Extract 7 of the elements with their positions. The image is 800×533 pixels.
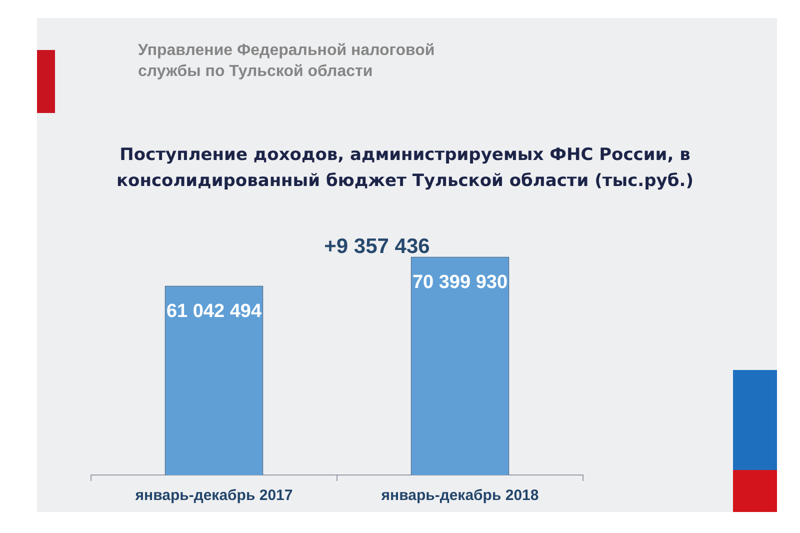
chart-title: Поступление доходов, администрируемых ФНС России, в консолидированный бюджет Тульской области (тыс.руб.) (116, 144, 694, 193)
x-tick-label: январь-декабрь 2017 (135, 487, 293, 504)
data-label: 70 399 930 (412, 272, 508, 293)
data-label: 61 042 494 (166, 301, 262, 322)
text: Управление Федеральной налоговой службы по Тульской области (138, 41, 436, 82)
x-tick-label: январь-декабрь 2018 (381, 487, 539, 504)
annotation: +9 357 436 (324, 234, 430, 258)
